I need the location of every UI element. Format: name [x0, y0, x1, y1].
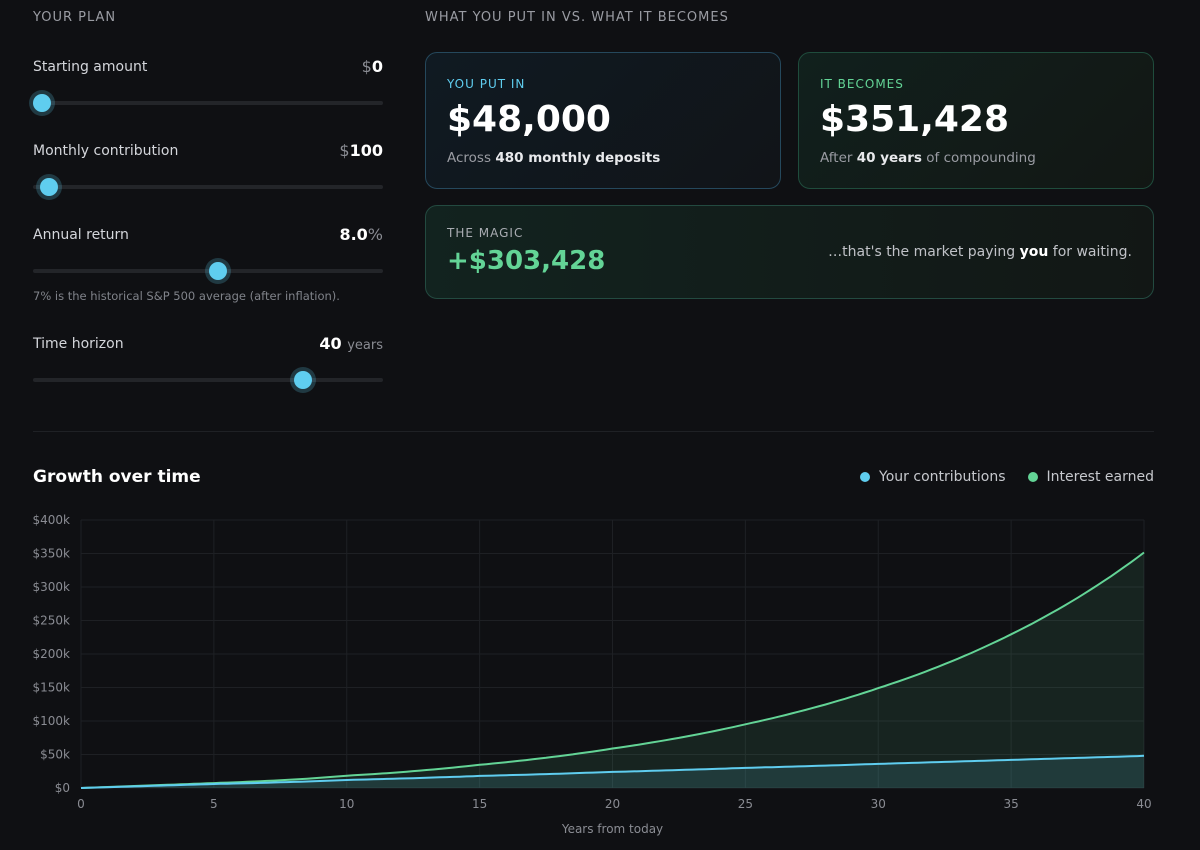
growth-chart: $0 $50k $100k $150k $200k $250k $300k $350k $400… [33, 513, 1152, 836]
magic-note: …that's the market paying you for waitin… [828, 244, 1132, 260]
it-becomes-label: IT BECOMES [820, 77, 904, 91]
you-put-in-amount: $48,000 [447, 99, 611, 140]
x-tick-label: 10 [339, 797, 354, 811]
x-tick-label: 30 [871, 797, 886, 811]
dollar-unit: $ [339, 141, 350, 160]
y-tick-label: $300k [33, 580, 71, 594]
legend-item-contributions: Your contributions [860, 469, 1006, 485]
legend-label-interest: Interest earned [1046, 469, 1154, 485]
y-tick-label: $100k [33, 714, 71, 728]
x-tick-label: 15 [472, 797, 487, 811]
x-tick-label: 25 [738, 797, 753, 811]
legend-label-contributions: Your contributions [879, 469, 1006, 485]
line-interest [80, 551, 1145, 789]
x-tick-label: 35 [1003, 797, 1018, 811]
annual-return-label: Annual return [33, 227, 129, 243]
legend-item-interest: Interest earned [1027, 469, 1154, 485]
annual-return-control: Annual return 8.0% 7% is the historical … [33, 225, 383, 303]
magic-label: THE MAGIC [447, 226, 524, 240]
dollar-unit: $ [361, 57, 372, 76]
it-becomes-amount: $351,428 [820, 99, 1010, 140]
starting-amount-label: Starting amount [33, 59, 148, 75]
chart-legend: Your contributions Interest earned [860, 469, 1154, 485]
y-tick-label: $50k [40, 748, 70, 762]
starting-amount-value: $0 [361, 57, 383, 76]
annual-return-value: 8.0% [339, 225, 383, 244]
starting-amount-slider-track[interactable] [33, 101, 383, 105]
y-tick-label: $150k [33, 681, 71, 695]
x-tick-label: 5 [210, 797, 218, 811]
chart-lines [80, 551, 1145, 789]
monthly-contribution-control: Monthly contribution $100 [33, 141, 383, 203]
results-title: WHAT YOU PUT IN VS. WHAT IT BECOMES [425, 10, 729, 25]
interest-dot-icon [1027, 472, 1038, 482]
you-put-in-subtext: Across 480 monthly deposits [447, 150, 661, 166]
x-tick-label: 20 [605, 797, 620, 811]
time-horizon-slider-thumb[interactable] [293, 371, 312, 389]
contributions-dot-icon [860, 472, 871, 482]
it-becomes-card: IT BECOMES $351,428 After 40 years of co… [798, 52, 1154, 189]
monthly-contribution-label: Monthly contribution [33, 143, 179, 159]
chart-title: Growth over time [33, 467, 201, 487]
magic-amount: +$303,428 [447, 246, 606, 276]
annual-return-hint: 7% is the historical S&P 500 average (af… [33, 289, 340, 303]
plan-title: YOUR PLAN [33, 10, 117, 25]
annual-return-slider-thumb[interactable] [208, 262, 227, 280]
x-tick-label: 40 [1136, 797, 1151, 811]
you-put-in-card: YOU PUT IN $48,000 Across 480 monthly de… [425, 52, 781, 189]
x-tick-label: 0 [77, 797, 85, 811]
y-axis-labels: $0 $50k $100k $150k $200k $250k $300k $350k $400… [33, 513, 71, 795]
monthly-contribution-slider-thumb[interactable] [39, 178, 58, 196]
time-horizon-slider-track[interactable] [33, 378, 383, 382]
chart-grid [80, 519, 1145, 789]
time-horizon-value: 40 years [319, 334, 383, 353]
x-axis-labels: 0 5 10 15 20 25 30 35 40 [77, 797, 1151, 811]
y-tick-label: $250k [33, 614, 71, 628]
y-tick-label: $0 [55, 781, 70, 795]
x-axis-title: Years from today [561, 822, 663, 836]
monthly-contribution-slider-track[interactable] [33, 185, 383, 189]
section-divider [33, 431, 1154, 432]
starting-amount-control: Starting amount $0 [33, 57, 383, 119]
y-tick-label: $400k [33, 513, 71, 527]
it-becomes-subtext: After 40 years of compounding [820, 150, 1036, 166]
monthly-contribution-value: $100 [339, 141, 383, 160]
time-horizon-label: Time horizon [33, 336, 124, 352]
line-contributions [80, 754, 1145, 789]
area-interest [81, 552, 1144, 788]
percent-unit: % [367, 225, 383, 244]
years-unit: years [347, 338, 383, 353]
y-tick-label: $350k [33, 547, 71, 561]
magic-card: THE MAGIC +$303,428 …that's the market p… [425, 205, 1154, 299]
time-horizon-control: Time horizon 40 years [33, 334, 383, 396]
you-put-in-label: YOU PUT IN [447, 77, 526, 91]
y-tick-label: $200k [33, 647, 71, 661]
starting-amount-slider-thumb[interactable] [33, 94, 51, 112]
annual-return-slider-track[interactable] [33, 269, 383, 273]
